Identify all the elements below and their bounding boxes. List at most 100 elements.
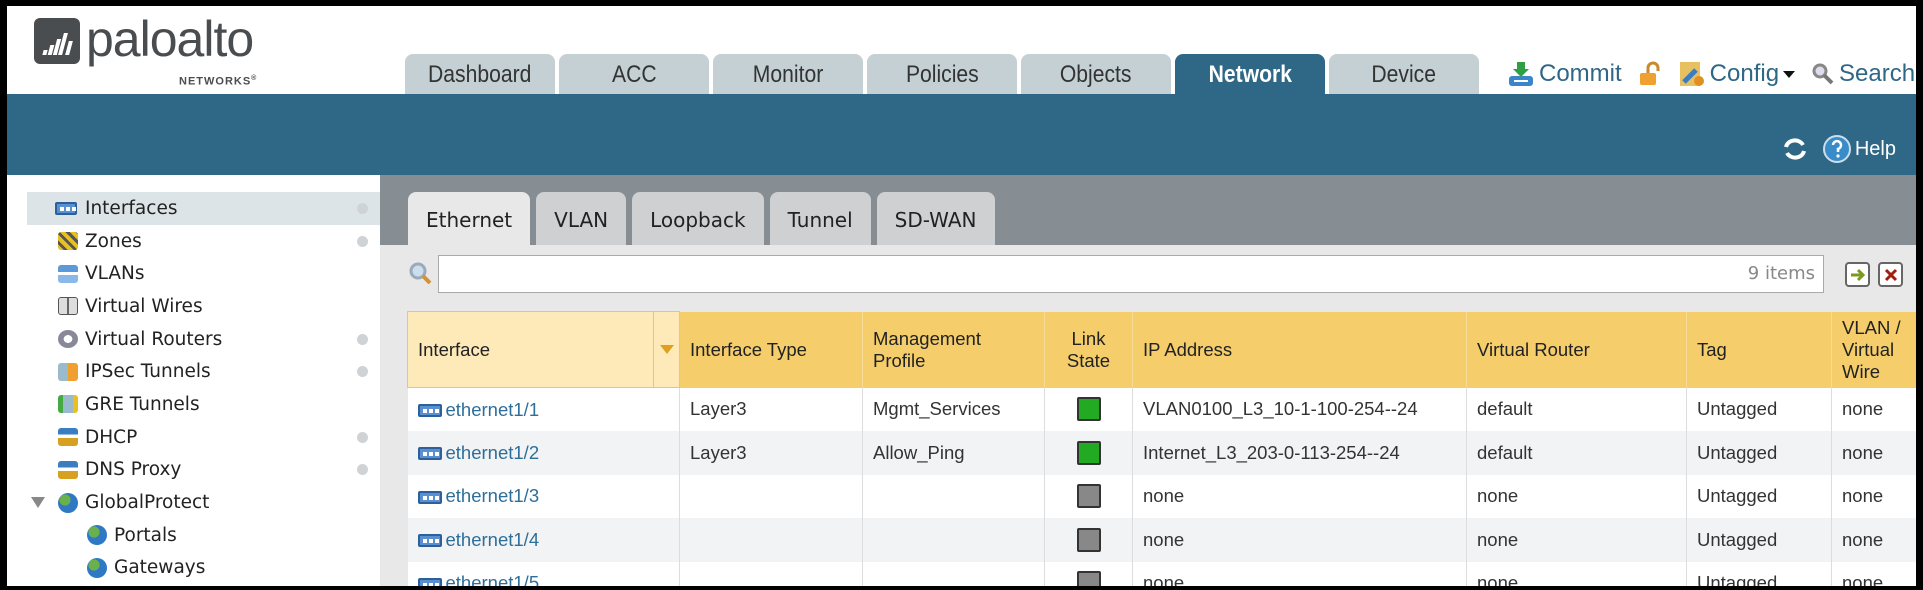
column-header-label: Link State xyxy=(1066,327,1111,371)
expand-triangle-icon[interactable] xyxy=(31,497,45,509)
column-header[interactable]: Link State xyxy=(1044,311,1133,388)
sidebar-item-vlans[interactable]: VLANs xyxy=(27,257,380,290)
ethernet-port-icon xyxy=(417,404,442,418)
link-state-down-icon xyxy=(1076,527,1101,552)
sidebar-item-zones[interactable]: Zones xyxy=(27,225,380,258)
clear-filter-button[interactable] xyxy=(1878,262,1903,287)
column-header[interactable]: IP Address xyxy=(1132,311,1467,388)
tab-loopback[interactable]: Loopback xyxy=(632,192,764,245)
sidebar-item-globalprotect[interactable]: GlobalProtect xyxy=(27,486,380,519)
sidebar-item-label: Virtual Routers xyxy=(85,328,223,350)
column-header[interactable]: Tag xyxy=(1686,311,1832,388)
link-state-down-icon xyxy=(1076,484,1101,509)
sidebar-item-label: VLANs xyxy=(85,263,145,285)
management-profile-cell: Allow_Ping xyxy=(862,431,1045,475)
management-profile-cell: Mgmt_Services xyxy=(862,387,1045,431)
sidebar-item-virtual-wires[interactable]: Virtual Wires xyxy=(27,290,380,323)
table-row[interactable]: ethernet1/4 none none Untagged none xyxy=(407,518,1916,562)
column-header[interactable]: VLAN / Virtual Wire xyxy=(1831,311,1916,388)
ip-address-cell: none xyxy=(1132,474,1467,518)
management-profile-cell xyxy=(862,518,1045,562)
tag-cell: Untagged xyxy=(1686,518,1832,562)
management-profile-cell xyxy=(862,474,1045,518)
nav-tab-device[interactable]: Device xyxy=(1329,54,1479,94)
apply-filter-button[interactable] xyxy=(1845,262,1870,287)
interface-link[interactable]: ethernet1/4 xyxy=(445,528,540,550)
sidebar-item-interfaces[interactable]: Interfaces xyxy=(27,192,380,225)
link-state-cell xyxy=(1044,474,1133,518)
sidebar-item-gre-tunnels[interactable]: GRE Tunnels xyxy=(27,388,380,421)
sidebar-item-ipsec-tunnels[interactable]: IPSec Tunnels xyxy=(27,355,380,388)
refresh-icon[interactable] xyxy=(1782,137,1808,161)
sidebar-item-gateways[interactable]: Gateways xyxy=(27,552,380,585)
search-button[interactable]: Search xyxy=(1811,60,1915,88)
search-icon xyxy=(409,262,432,285)
tag-cell: Untagged xyxy=(1686,387,1832,431)
config-menu[interactable]: Config xyxy=(1678,60,1796,88)
table-row[interactable]: ethernet1/3 none none Untagged none xyxy=(407,474,1916,518)
ethernet-port-icon xyxy=(417,490,442,504)
lock-button[interactable] xyxy=(1638,61,1662,87)
nav-tab-dashboard[interactable]: Dashboard xyxy=(405,54,555,94)
sidebar-item-virtual-routers[interactable]: Virtual Routers xyxy=(27,323,380,356)
main-nav: Dashboard ACC Monitor Policies Objects Networ… xyxy=(405,54,1479,94)
table-row[interactable]: ethernet1/5 none none Untagged none xyxy=(407,561,1916,586)
unlock-icon xyxy=(1639,61,1660,85)
sidebar-item-portals[interactable]: Portals xyxy=(27,519,380,552)
tab-ethernet[interactable]: Ethernet xyxy=(408,192,531,245)
tab-sd-wan[interactable]: SD-WAN xyxy=(876,192,995,245)
status-dot-icon xyxy=(357,202,368,214)
header: paloalto NETWORKS® Dashboard ACC Monitor Po… xyxy=(7,6,1916,94)
tab-vlan[interactable]: VLAN xyxy=(536,192,627,245)
main-panel: Ethernet VLAN Loopback Tunnel SD-WAN 9 items… xyxy=(380,175,1916,586)
sort-dropdown-icon[interactable] xyxy=(653,312,679,387)
nav-tab-policies[interactable]: Policies xyxy=(867,54,1017,94)
nav-tab-monitor[interactable]: Monitor xyxy=(713,54,863,94)
nav-tab-acc[interactable]: ACC xyxy=(559,54,709,94)
filter-bar: 9 items xyxy=(408,255,1903,295)
sidebar-item-label: DHCP xyxy=(85,426,138,448)
ipsec-tunnels-icon xyxy=(55,361,81,383)
nav-tab-network[interactable]: Network xyxy=(1175,54,1325,94)
commit-icon xyxy=(1509,62,1533,86)
column-header[interactable]: Interface xyxy=(407,311,680,388)
tab-tunnel[interactable]: Tunnel xyxy=(769,192,871,245)
column-header[interactable]: Management Profile xyxy=(862,311,1045,388)
interface-type-cell xyxy=(679,561,863,586)
interface-link[interactable]: ethernet1/2 xyxy=(445,441,540,463)
sidebar-item-label: Zones xyxy=(85,230,142,252)
commit-button[interactable]: Commit xyxy=(1507,60,1622,88)
gre-tunnels-icon xyxy=(55,393,81,415)
sidebar-item-label: DNS Proxy xyxy=(85,459,182,481)
vlan-cell: none xyxy=(1831,387,1916,431)
sidebar-item-label: Virtual Wires xyxy=(85,295,203,317)
column-header[interactable]: Virtual Router xyxy=(1466,311,1687,388)
column-header[interactable]: Interface Type xyxy=(679,311,863,388)
column-header-label: Management Profile xyxy=(873,327,981,371)
link-state-cell xyxy=(1044,561,1133,586)
status-dot-icon xyxy=(357,431,368,443)
sidebar-item-dns-proxy[interactable]: DNS Proxy xyxy=(27,454,380,487)
filter-input[interactable]: 9 items xyxy=(438,255,1824,293)
table-row[interactable]: ethernet1/1 Layer3 Mgmt_Services VLAN010… xyxy=(407,387,1916,431)
help-icon xyxy=(1822,135,1851,163)
sidebar-item-label: GlobalProtect xyxy=(85,492,210,514)
help-button[interactable]: Help xyxy=(1822,134,1896,164)
search-icon xyxy=(1812,63,1834,85)
zones-icon xyxy=(55,230,81,252)
interface-type-cell xyxy=(679,474,863,518)
ip-address-cell: none xyxy=(1132,561,1467,586)
tag-cell: Untagged xyxy=(1686,431,1832,475)
interface-link[interactable]: ethernet1/1 xyxy=(445,398,540,420)
interface-link[interactable]: ethernet1/5 xyxy=(445,572,540,586)
table-row[interactable]: ethernet1/2 Layer3 Allow_Ping Internet_L… xyxy=(407,431,1916,475)
top-toolbar: Commit Config Search xyxy=(1507,60,1916,88)
sub-tabs: Ethernet VLAN Loopback Tunnel SD-WAN xyxy=(408,192,995,245)
logo-wordmark: paloalto xyxy=(86,14,254,67)
logo-mark-icon xyxy=(34,18,80,64)
interface-link[interactable]: ethernet1/3 xyxy=(445,485,540,507)
ethernet-port-icon xyxy=(417,534,442,548)
column-header-label: Tag xyxy=(1697,338,1727,360)
nav-tab-objects[interactable]: Objects xyxy=(1021,54,1171,94)
sidebar-item-dhcp[interactable]: DHCP xyxy=(27,421,380,454)
